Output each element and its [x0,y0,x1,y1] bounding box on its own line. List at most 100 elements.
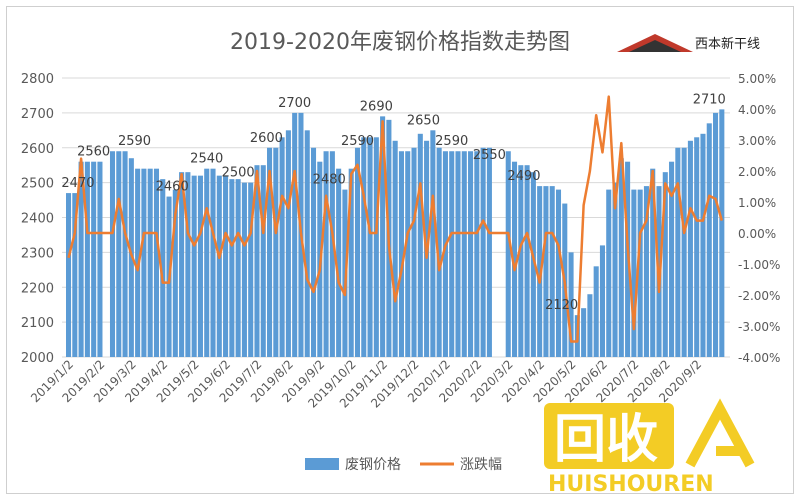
change-line [67,95,724,343]
price-bar [210,168,216,357]
price-bar [392,140,398,357]
y2-tick-label: 4.00% [738,103,776,117]
watermark-subtext: HUISHOUREN [548,472,714,495]
price-bar [267,147,273,357]
price-bar [612,182,618,357]
price-bar [675,147,681,357]
y-tick-label: 2200 [21,281,54,296]
price-bar [323,151,329,357]
price-bar [549,186,555,357]
price-bar [304,130,310,357]
y2-tick-label: -1.00% [738,258,780,272]
price-bar [204,168,210,357]
price-bar [543,186,549,357]
price-bar [292,112,298,357]
price-bar [109,151,116,357]
price-bar [631,189,637,357]
price-bar [411,147,417,357]
price-bar [373,137,379,357]
price-bar [122,151,128,357]
y-tick-label: 2600 [21,142,54,157]
y-tick-label: 2400 [21,212,54,227]
price-bar [511,161,518,357]
price-bar [97,161,103,357]
legend-label-line: 涨跌幅 [460,457,502,473]
price-bar [669,161,675,357]
price-bar [361,137,367,357]
data-label: 2590 [341,134,374,149]
legend-swatch-bar [305,458,339,470]
price-bar [593,266,599,357]
price-bar [179,172,185,357]
legend: 废钢价格 涨跌幅 [305,457,502,473]
price-bar [430,130,436,357]
price-bar [530,172,536,357]
data-label: 2690 [360,99,393,114]
price-bar [713,112,719,357]
price-bar [687,140,693,357]
watermark-image: 回收 HUISHOUREN [544,398,755,495]
price-bar [185,172,191,357]
y2-tick-label: 0.00% [738,227,776,241]
price-bar [216,175,222,357]
price-bar [398,151,404,357]
price-bar [643,186,649,357]
price-bar [681,147,687,357]
price-bar [84,161,90,357]
y2-tick-label: -3.00% [738,320,780,334]
price-bar [417,133,423,357]
price-bar [505,151,511,357]
y-tick-label: 2100 [21,316,54,331]
data-label: 2550 [473,148,506,163]
data-label: 2590 [435,134,468,149]
y-tick-label: 2000 [21,351,54,366]
price-bar [449,151,455,357]
price-bar [348,168,354,357]
price-bar [486,147,492,357]
chart-title: 2019-2020年废钢价格指数走势图 [230,30,570,55]
price-bar [581,308,587,357]
price-bar [380,116,386,357]
price-bar [694,137,700,357]
data-label: 2540 [190,152,223,167]
price-bar [310,147,317,357]
price-bar [141,168,147,357]
price-bar [518,165,524,357]
data-label: 2600 [250,131,283,146]
price-bar [367,137,373,357]
price-bar [66,193,72,357]
price-bar [524,165,530,357]
price-bar [235,179,241,357]
price-bar [537,186,543,357]
data-label: 2560 [77,145,110,160]
data-label: 2120 [545,298,578,313]
data-label: 2500 [222,166,255,181]
data-label: 2710 [693,92,726,107]
logo-text: 西本新干线 [695,36,760,52]
price-bar [474,151,480,357]
data-label: 2700 [278,96,311,111]
y2-tick-label: 3.00% [738,134,776,148]
price-bar [455,151,461,357]
price-bar [461,151,467,357]
y2-tick-label: 2.00% [738,165,776,179]
price-bar [329,151,335,357]
price-bar [223,175,229,357]
price-bar [116,151,122,357]
price-bar [442,151,448,357]
y2-tick-label: 5.00% [738,72,776,86]
price-bar [354,147,361,357]
logo-image: 西本新干线 [617,34,760,52]
price-bar [197,175,203,357]
price-bar [78,161,84,357]
y-tick-label: 2800 [21,72,54,87]
price-bar [436,147,442,357]
price-bar [153,168,160,357]
price-bar [637,189,643,357]
data-label: 2460 [156,180,189,195]
price-bar [336,168,342,357]
price-bar [147,168,153,357]
data-label: 2470 [61,176,94,191]
y2-tick-label: -4.00% [738,351,780,365]
